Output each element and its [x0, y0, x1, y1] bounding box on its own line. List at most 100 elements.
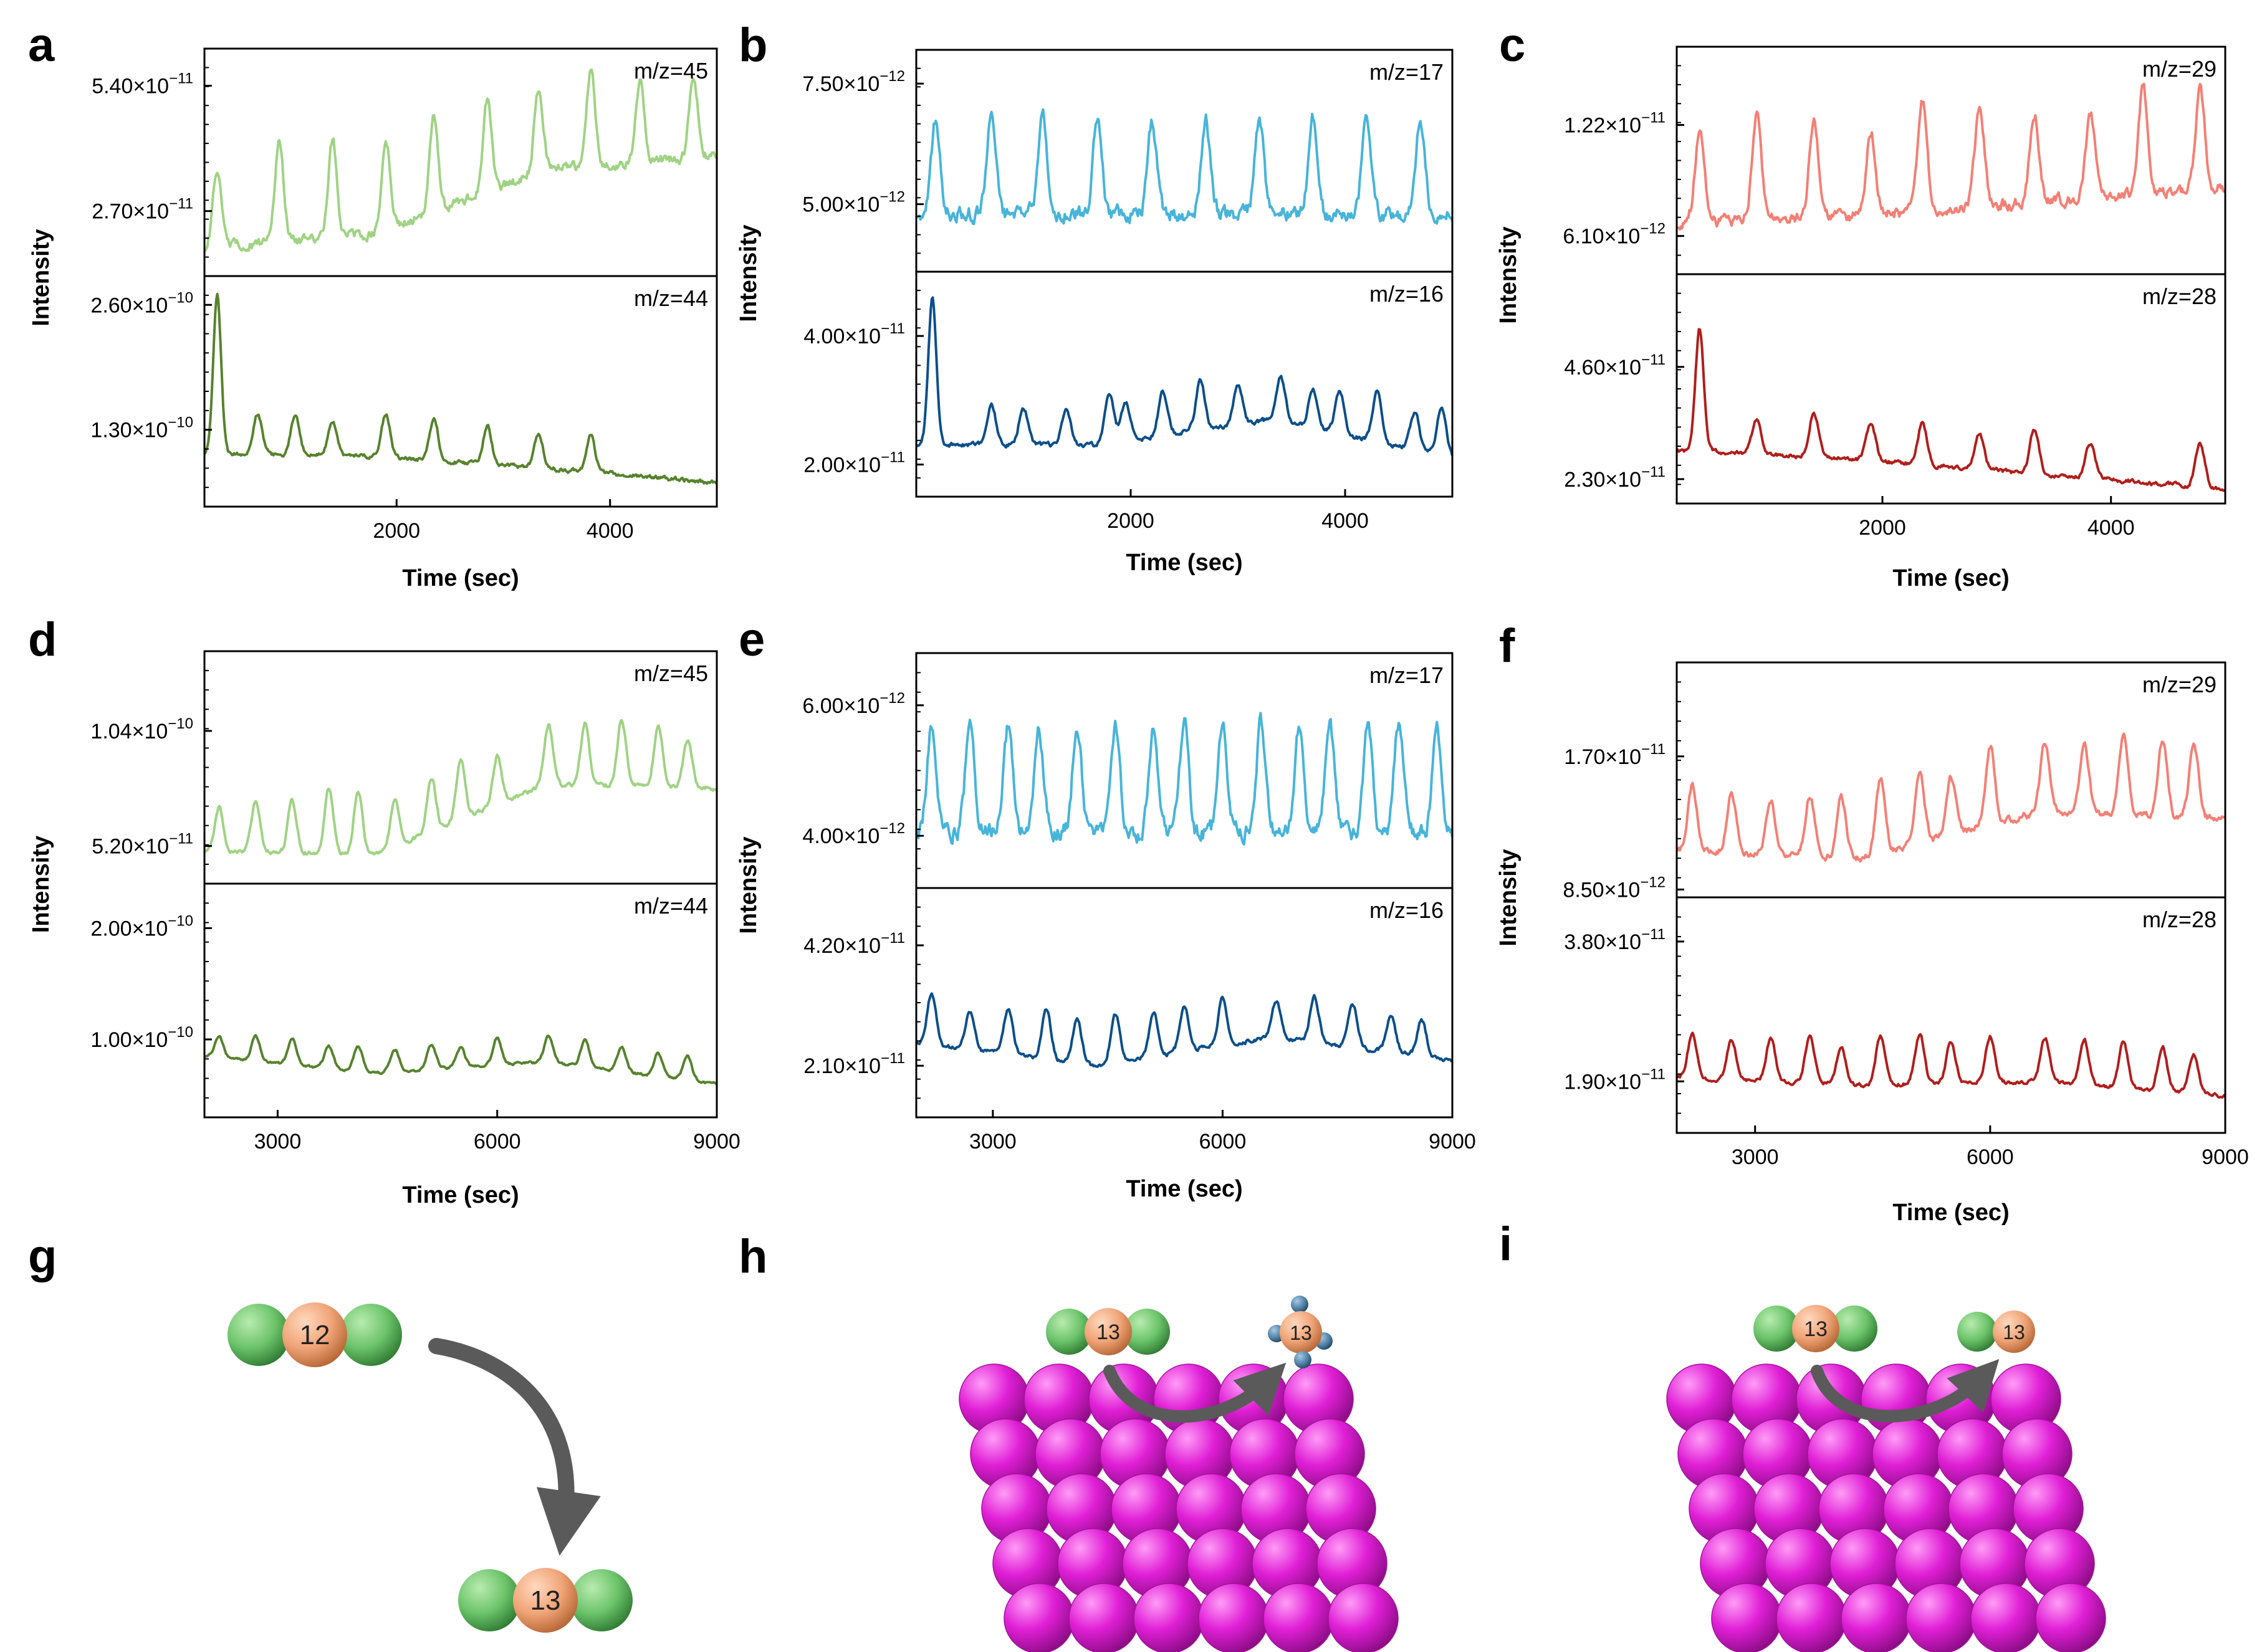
- surface-atom: [1711, 1583, 1782, 1652]
- y-tick-label: 1.22×10−11: [1564, 110, 1666, 138]
- mz-label: m/z=45: [634, 661, 708, 686]
- surface-atom: [1198, 1583, 1269, 1652]
- mz-label: m/z=45: [634, 58, 708, 84]
- molecule-after-g: 13: [458, 1568, 633, 1633]
- atom-green-left: [1753, 1306, 1800, 1352]
- x-tick-label: 2000: [373, 519, 420, 543]
- x-tick-label: 3000: [969, 1130, 1017, 1153]
- molecule-before-h: 13: [1046, 1308, 1170, 1355]
- subplot-c-1: 1.22×10−11 6.10×10−12 m/z=29: [1563, 45, 2226, 275]
- x-axis-label: Time (sec): [1892, 565, 2009, 591]
- y-tick-label: 4.60×10−11: [1564, 351, 1666, 380]
- atom-label-before: 13: [1096, 1320, 1120, 1344]
- y-tick-label: 1.04×10−10: [90, 715, 193, 743]
- surface-atom: [1133, 1583, 1204, 1652]
- series-line-c-mz-28: [1677, 328, 2225, 492]
- mz-label: m/z=29: [2142, 672, 2217, 697]
- y-tick-label: 2.60×10−10: [90, 289, 193, 317]
- schematic-g: 12 13: [228, 1302, 633, 1633]
- subplot-frame: [1675, 896, 2226, 1134]
- atom-green-right: [1124, 1309, 1170, 1355]
- subplot-frame: [915, 887, 1454, 1119]
- atom-label-after: 13: [530, 1585, 561, 1616]
- chart-e: 6.00×10−12 4.00×10−12 m/z=17 4.20×10−11 2.10…: [736, 652, 1476, 1202]
- y-tick-label: 5.00×10−12: [802, 189, 905, 217]
- x-tick-label: 6000: [474, 1130, 521, 1153]
- series-line-a-mz-44: [204, 292, 717, 485]
- series-line-d-mz-44: [204, 1034, 717, 1086]
- y-axis-label: Intensity: [28, 836, 54, 933]
- mz-label: m/z=17: [1369, 662, 1444, 688]
- atom-label-after: 13: [1290, 1322, 1312, 1344]
- x-axis-label: Time (sec): [1126, 1176, 1242, 1202]
- atom-label-after: 13: [2003, 1321, 2025, 1344]
- subplot-frame: [203, 275, 718, 508]
- y-tick-label: 4.00×10−11: [803, 320, 905, 348]
- series-line-f-mz-29: [1677, 732, 2225, 863]
- y-tick-label: 4.20×10−11: [803, 930, 905, 958]
- panel-label-h: h: [739, 1230, 767, 1283]
- molecule-before-i: 13: [1753, 1305, 1877, 1352]
- atom-green-right: [570, 1569, 633, 1631]
- y-tick-label: 1.70×10−11: [1564, 741, 1666, 769]
- molecule-after-h: 13: [1268, 1296, 1333, 1368]
- x-tick-label: 4000: [2087, 516, 2135, 540]
- panel-label-g: g: [28, 1230, 57, 1283]
- chart-a: 5.40×10−11 2.70×10−11 m/z=45 2.60×10−10 1.30…: [28, 47, 718, 591]
- molecule-after-i: 13: [1957, 1311, 2035, 1353]
- y-tick-label: 2.30×10−11: [1564, 464, 1666, 492]
- molecule-before-g: 12: [228, 1302, 402, 1367]
- panel-label-a: a: [28, 19, 55, 72]
- y-tick-label: 4.00×10−12: [802, 820, 905, 848]
- atom-green-left: [228, 1304, 290, 1366]
- y-tick-label: 1.30×10−10: [90, 414, 193, 442]
- atom-green-right: [340, 1304, 402, 1366]
- series-line-c-mz-29: [1677, 82, 2225, 231]
- x-axis-label: Time (sec): [402, 565, 519, 591]
- subplot-frame: [1675, 273, 2226, 505]
- surface-atom: [2035, 1583, 2106, 1652]
- surface-atom: [1841, 1583, 1912, 1652]
- mz-label: m/z=16: [1369, 281, 1444, 307]
- subplot-c-2: 4.60×10−11 2.30×10−11 m/z=28: [1564, 273, 2226, 505]
- surface-atom: [1263, 1583, 1334, 1652]
- y-axis-label: Intensity: [1495, 226, 1522, 323]
- arrow-g: [428, 1338, 601, 1556]
- panel-label-c: c: [1499, 19, 1525, 72]
- x-tick-label: 4000: [587, 519, 634, 543]
- series-line-b-mz-17: [916, 108, 1452, 226]
- y-tick-label: 6.00×10−12: [802, 690, 905, 718]
- x-tick-label: 2000: [1107, 509, 1154, 533]
- y-axis-label: Intensity: [736, 836, 762, 933]
- y-tick-label: 3.80×10−11: [1564, 926, 1666, 954]
- subplot-b-1: 7.50×10−12 5.00×10−12 m/z=17: [802, 49, 1454, 273]
- mz-label: m/z=16: [1369, 897, 1444, 923]
- subplot-e-1: 6.00×10−12 4.00×10−12 m/z=17: [802, 652, 1454, 889]
- atom-green-right: [1831, 1306, 1877, 1352]
- hydrogen-atom: [1294, 1351, 1311, 1368]
- x-tick-label: 6000: [1967, 1145, 2014, 1169]
- subplot-a-2: 2.60×10−10 1.30×10−10 m/z=44: [90, 275, 718, 508]
- x-tick-label: 3000: [254, 1130, 302, 1153]
- x-tick-label: 9000: [2202, 1145, 2249, 1169]
- series-line-f-mz-28: [1677, 1031, 2225, 1099]
- x-tick-label: 9000: [1429, 1130, 1476, 1153]
- atom-green-left: [1046, 1309, 1092, 1355]
- x-tick-label: 6000: [1199, 1130, 1247, 1153]
- atom-orange-center: [1993, 1311, 2035, 1353]
- metal-surface-h: [959, 1363, 1399, 1652]
- series-line-b-mz-16: [916, 296, 1452, 456]
- mz-label: m/z=44: [634, 893, 708, 919]
- schematic-h: 13 13: [959, 1296, 1399, 1652]
- arrow-h: [1103, 1362, 1287, 1423]
- atom-orange-center: [1280, 1311, 1322, 1354]
- y-tick-label: 2.10×10−11: [803, 1050, 905, 1078]
- y-axis-label: Intensity: [736, 224, 762, 322]
- surface-atom: [1970, 1583, 2041, 1652]
- subplot-e-2: 4.20×10−11 2.10×10−11 m/z=16: [803, 887, 1454, 1119]
- atom-orange-center: [282, 1302, 347, 1367]
- y-tick-label: 1.90×10−11: [1564, 1066, 1666, 1094]
- subplot-d-1: 1.04×10−10 5.20×10−11 m/z=45: [90, 650, 718, 885]
- series-line-a-mz-45: [204, 68, 717, 252]
